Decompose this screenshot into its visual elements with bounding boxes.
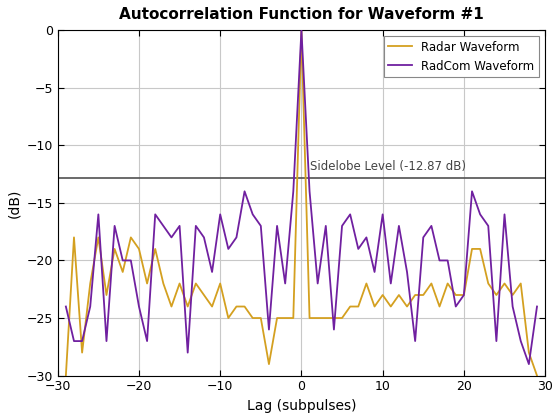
- Radar Waveform: [412, 292, 418, 297]
- Line: RadCom Waveform: RadCom Waveform: [66, 30, 537, 364]
- Text: Sidelobe Level (-12.87 dB): Sidelobe Level (-12.87 dB): [310, 160, 465, 173]
- RadCom Waveform: [298, 28, 305, 33]
- Legend: Radar Waveform, RadCom Waveform: Radar Waveform, RadCom Waveform: [384, 36, 539, 77]
- Radar Waveform: [136, 247, 142, 252]
- X-axis label: Lag (subpulses): Lag (subpulses): [246, 399, 356, 413]
- Radar Waveform: [63, 373, 69, 378]
- Radar Waveform: [314, 315, 321, 320]
- Radar Waveform: [298, 28, 305, 33]
- RadCom Waveform: [136, 304, 142, 309]
- RadCom Waveform: [184, 350, 191, 355]
- RadCom Waveform: [525, 362, 532, 367]
- RadCom Waveform: [111, 223, 118, 228]
- Radar Waveform: [79, 350, 86, 355]
- RadCom Waveform: [314, 281, 321, 286]
- Y-axis label: (dB): (dB): [7, 188, 21, 218]
- Radar Waveform: [184, 304, 191, 309]
- Line: Radar Waveform: Radar Waveform: [66, 30, 537, 375]
- RadCom Waveform: [79, 339, 86, 344]
- RadCom Waveform: [534, 304, 540, 309]
- Title: Autocorrelation Function for Waveform #1: Autocorrelation Function for Waveform #1: [119, 7, 484, 22]
- RadCom Waveform: [63, 304, 69, 309]
- Radar Waveform: [111, 247, 118, 252]
- RadCom Waveform: [412, 339, 418, 344]
- Radar Waveform: [534, 373, 540, 378]
